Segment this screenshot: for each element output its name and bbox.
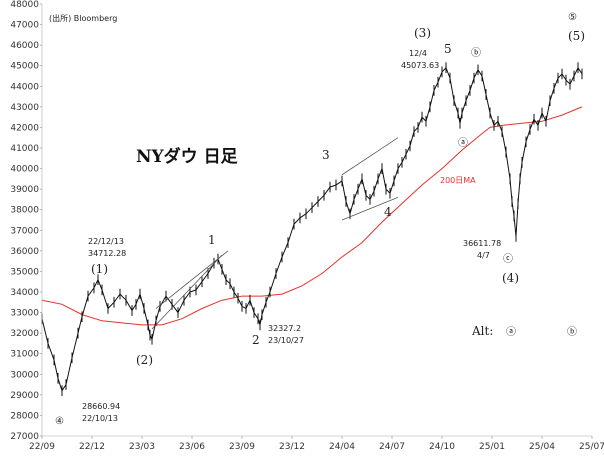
alt-wave-a-label: ⓐ (506, 326, 516, 338)
wave-4-label: 4 (384, 205, 392, 219)
y-tick-label: 39000 (10, 185, 39, 195)
wave-4-channel-lower-line (341, 197, 399, 221)
y-tick-label: 28000 (10, 411, 39, 421)
y-tick-label: 42000 (10, 123, 39, 133)
low-2022-date: 22/10/13 (82, 414, 118, 423)
x-tick-label: 25/01 (479, 442, 505, 452)
x-tick-label: 23/03 (129, 442, 155, 452)
x-tick-label: 22/09 (29, 442, 55, 452)
ma-200d-line (41, 106, 583, 326)
y-tick-label: 40000 (10, 165, 39, 175)
high-2024-date: 12/4 (409, 49, 427, 58)
y-tick-label: 48000 (10, 0, 39, 10)
y-tick-label: 43000 (10, 103, 39, 113)
x-tick-label: 24/04 (329, 442, 355, 452)
y-tick-label: 32000 (10, 329, 39, 339)
y-tick-label: 46000 (10, 41, 39, 51)
source-label: (出所) Bloomberg (49, 13, 117, 23)
wave-1-channel-lower-line (151, 254, 223, 330)
wave-5-label: 5 (444, 42, 452, 56)
x-tick-label: 24/07 (379, 442, 405, 452)
alt-wave-b-label: ⓑ (567, 326, 577, 338)
x-axis: 22/09 22/12 23/03 23/06 23/09 23/12 24/04 24/07… (29, 436, 604, 452)
wave-2-label: 2 (252, 333, 260, 347)
wave-4-channel-upper-line (341, 137, 399, 176)
low-2023-value: 32327.2 (268, 324, 301, 333)
x-tick-label: 23/09 (229, 442, 255, 452)
y-tick-label: 38000 (10, 206, 39, 216)
wave-main-5-label: ⑤ (568, 12, 577, 23)
wave-main-4-label: ④ (55, 416, 64, 427)
wave-3-paren-label: (3) (414, 26, 431, 40)
wave-c-label: ⓒ (503, 253, 513, 265)
price-line (41, 66, 583, 392)
x-tick-label: 25/04 (529, 442, 555, 452)
x-tick-label: 23/06 (179, 442, 205, 452)
plot-area (41, 62, 583, 397)
x-tick-label: 24/10 (429, 442, 455, 452)
peak-2022-value: 34712.28 (88, 249, 126, 258)
ma-series-label: 200日MA (440, 176, 476, 185)
y-tick-label: 35000 (10, 267, 39, 277)
chart-title: NYダウ 日足 (136, 146, 238, 167)
y-tick-label: 30000 (10, 370, 39, 380)
y-axis: 27000 28000 29000 30000 31000 32000 33000 34000… (10, 0, 42, 442)
wave-5-paren-label: (5) (568, 29, 585, 43)
low-2023-date: 23/10/27 (268, 336, 304, 345)
alt-label: Alt: (471, 324, 493, 338)
y-tick-label: 45000 (10, 62, 39, 72)
wave-3-label: 3 (322, 148, 330, 162)
y-tick-label: 47000 (10, 21, 39, 31)
y-tick-label: 36000 (10, 247, 39, 257)
high-2024-value: 45073.63 (401, 61, 439, 70)
y-tick-label: 37000 (10, 226, 39, 236)
y-tick-label: 27000 (10, 432, 39, 442)
x-tick-label: 25/07 (579, 442, 604, 452)
y-tick-label: 33000 (10, 309, 39, 319)
low-2022-value: 28660.94 (82, 402, 120, 411)
wave-4-paren-label: (4) (502, 271, 519, 285)
x-tick-label: 22/12 (79, 442, 105, 452)
x-tick-label: 23/12 (279, 442, 305, 452)
low-2025-date: 4/7 (477, 251, 490, 260)
low-2025-value: 36611.78 (463, 239, 501, 248)
peak-2022-date: 22/12/13 (88, 237, 124, 246)
wave-1-label: 1 (208, 233, 216, 247)
y-tick-label: 34000 (10, 288, 39, 298)
wave-1-channel-upper-line (155, 250, 229, 309)
wave-b-label: ⓑ (471, 47, 481, 59)
y-tick-label: 29000 (10, 391, 39, 401)
y-tick-label: 31000 (10, 350, 39, 360)
wave-a-label: ⓐ (458, 137, 468, 149)
wave-1-paren-label: (1) (91, 262, 108, 276)
y-tick-label: 41000 (10, 144, 39, 154)
wave-2-paren-label: (2) (136, 353, 153, 367)
y-tick-label: 44000 (10, 82, 39, 92)
